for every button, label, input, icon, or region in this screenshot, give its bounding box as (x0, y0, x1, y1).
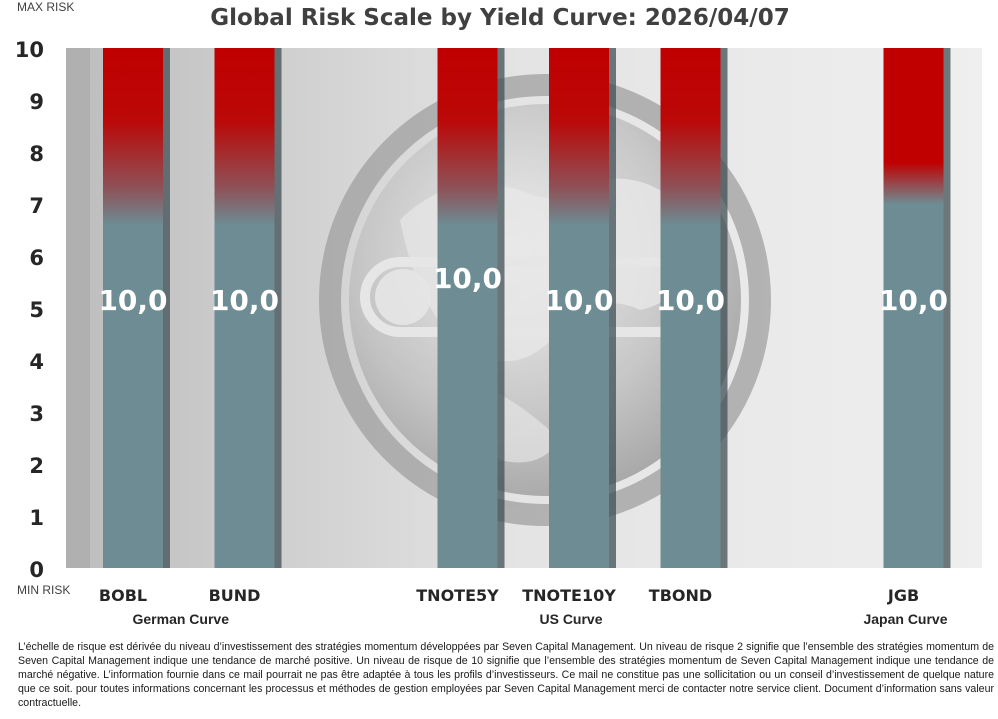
value-labels: 10,0 10,0 10,0 10,0 10,0 10,0 (98, 262, 948, 317)
group-label-japan-curve: Japan Curve (863, 611, 947, 627)
category-label-jgb: JGB (887, 586, 919, 605)
min-risk-label: MIN RISK (17, 583, 70, 597)
bar-tbond (660, 48, 721, 568)
value-label-bobl: 10,0 (98, 284, 167, 317)
chart-title: Global Risk Scale by Yield Curve: 2026/0… (210, 5, 789, 31)
y-tick-label-6: 6 (29, 246, 44, 270)
y-tick-label-7: 7 (29, 194, 44, 218)
group-label-us-curve: US Curve (539, 611, 602, 627)
bar-shadow-tnote5y (497, 48, 505, 568)
max-risk-label: MAX RISK (17, 0, 74, 14)
plot-area (66, 48, 982, 568)
bar-bobl (103, 48, 163, 568)
group-labels: German Curve US Curve Japan Curve (133, 611, 948, 627)
y-axis: 0 1 2 3 4 5 6 7 8 9 10 (15, 38, 44, 582)
value-label-jgb: 10,0 (879, 284, 948, 317)
category-label-tbond: TBOND (649, 586, 712, 605)
bar-shadow-jgb (943, 48, 951, 568)
bar-tnote5y (437, 48, 498, 568)
y-tick-label-2: 2 (29, 454, 44, 478)
category-label-tnote5y: TNOTE5Y (416, 586, 499, 605)
y-tick-label-8: 8 (29, 142, 44, 166)
category-label-bund: BUND (209, 586, 261, 605)
bar-jgb (883, 48, 944, 568)
category-label-bobl: BOBL (99, 586, 147, 605)
bar-bund (214, 48, 275, 568)
y-tick-label-1: 1 (29, 506, 44, 530)
y-tick-label-3: 3 (29, 402, 44, 426)
value-label-tnote5y: 10,0 (433, 262, 502, 295)
value-label-tnote10y: 10,0 (544, 284, 613, 317)
risk-scale-chart: MAX RISK Global Risk Scale by Yield Curv… (15, 0, 982, 627)
value-label-tbond: 10,0 (656, 284, 725, 317)
bar-series (103, 48, 951, 568)
category-label-tnote10y: TNOTE10Y (522, 586, 616, 605)
y-tick-label-5: 5 (29, 298, 44, 322)
bar-shadow-tnote10y (609, 48, 616, 568)
bar-shadow-bund (274, 48, 282, 568)
bar-tnote10y (549, 48, 609, 568)
y-tick-label-10: 10 (15, 38, 44, 62)
disclaimer-footnote: L’échelle de risque est dérivée du nivea… (18, 641, 994, 709)
group-label-german-curve: German Curve (133, 611, 230, 627)
category-labels: BOBL BUND TNOTE5Y TNOTE10Y TBOND JGB (99, 586, 919, 605)
y-tick-label-0: 0 (29, 558, 44, 582)
bar-shadow-bobl (163, 48, 170, 568)
y-tick-label-4: 4 (29, 350, 44, 374)
value-label-bund: 10,0 (210, 284, 279, 317)
bar-shadow-tbond (720, 48, 728, 568)
y-tick-label-9: 9 (29, 90, 44, 114)
